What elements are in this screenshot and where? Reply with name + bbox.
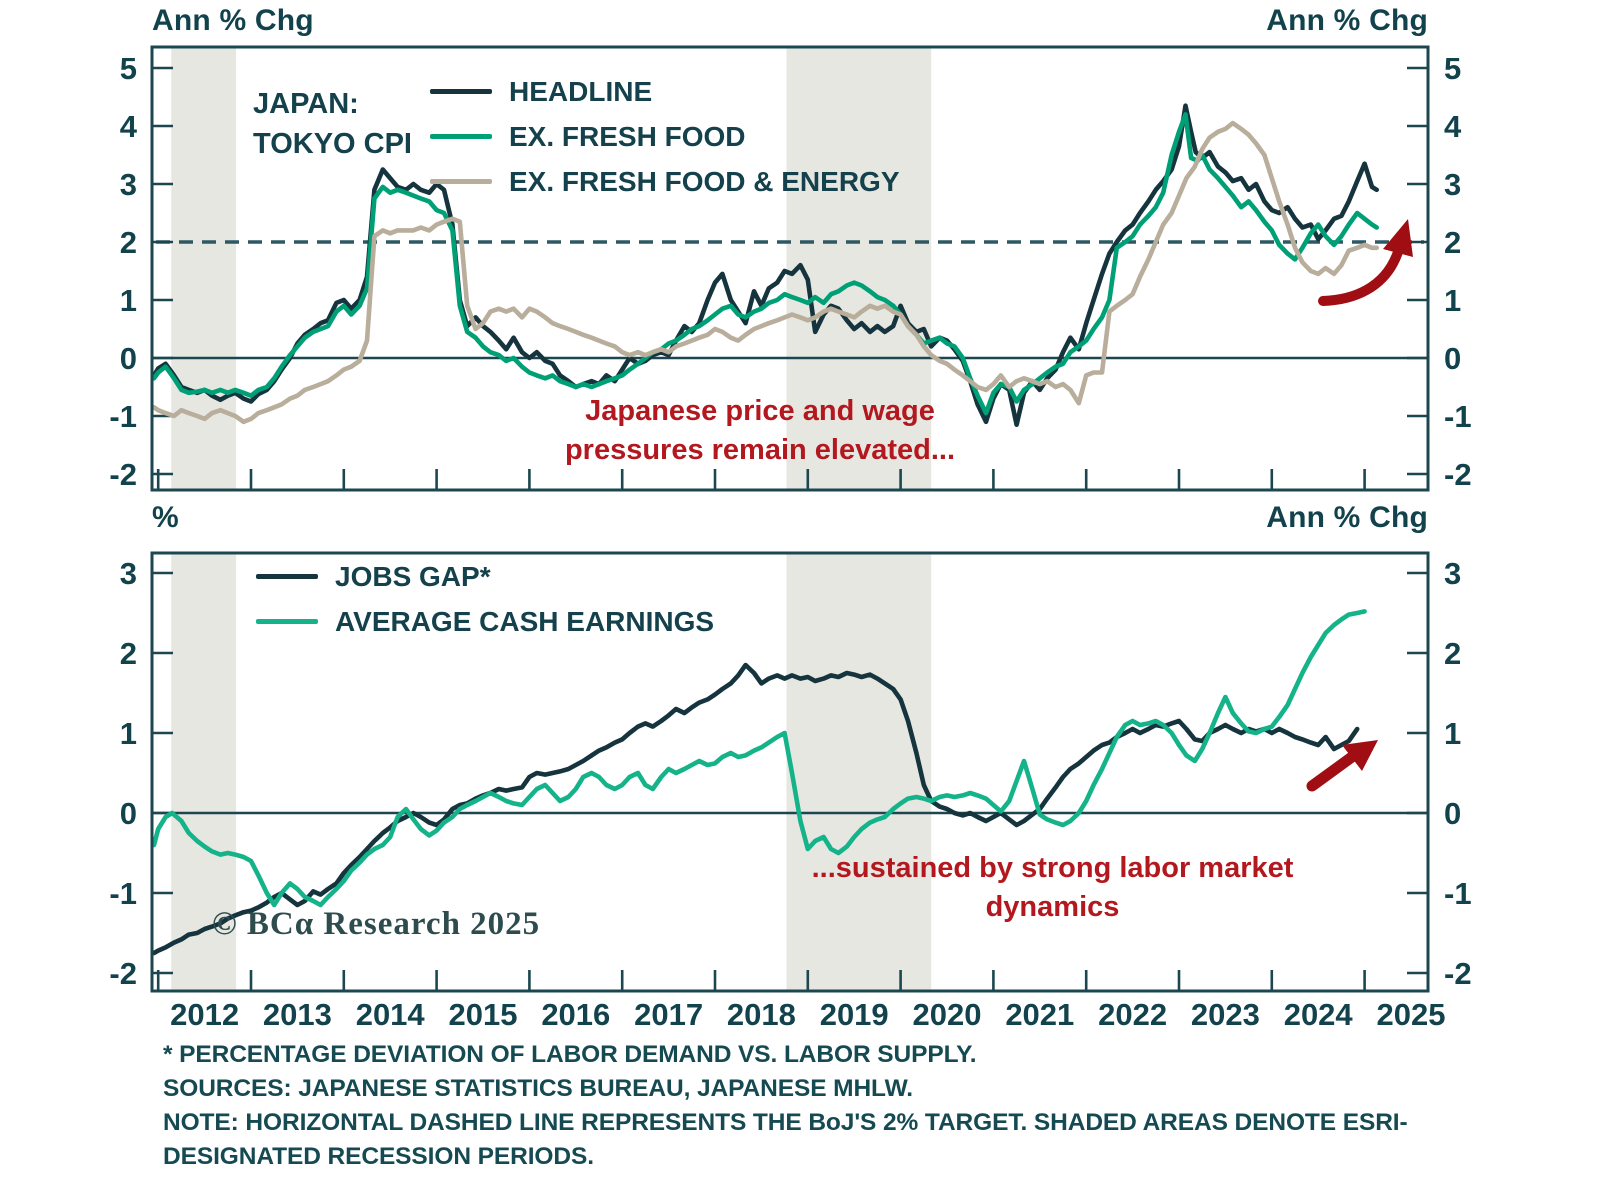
y-axis-tick-label: -2 [109, 457, 137, 492]
y-axis-tick-label: 3 [1444, 556, 1461, 591]
x-axis-year-label: 2024 [1284, 997, 1354, 1032]
footnotes: * PERCENTAGE DEVIATION OF LABOR DEMAND V… [163, 1038, 1513, 1174]
y-axis-tick-label: 3 [120, 556, 137, 591]
upturn-curved-arrow-head [1383, 219, 1413, 257]
series-line-ex-fresh-food-energy [151, 120, 1379, 425]
recession-band [786, 554, 932, 990]
y-axis-tick-label: 5 [120, 51, 137, 86]
y-axis-tick-label: 4 [1444, 109, 1462, 144]
y-axis-tick-label: 2 [120, 636, 137, 671]
average-cash-earnings-line-swatch [256, 619, 318, 624]
series-line-average-cash-earnings [151, 609, 1367, 908]
bca-research-watermark: © BCα Research 2025 [212, 906, 541, 942]
top-panel-left-axis-unit: Ann % Chg [152, 4, 314, 37]
x-axis-year-label: 2021 [1005, 997, 1074, 1032]
x-axis-year-label: 2023 [1191, 997, 1260, 1032]
panel-border [150, 45, 1430, 492]
panel-border [150, 551, 1430, 993]
x-axis-year-label: 2012 [170, 997, 239, 1032]
y-axis-tick-label: -2 [109, 956, 137, 991]
y-axis-tick-label: 2 [1444, 636, 1461, 671]
legend-item-ex-fresh-food-energy: EX. FRESH FOOD & ENERGY [430, 159, 900, 204]
x-axis-year-label: 2020 [913, 997, 982, 1032]
legend-item-ex-fresh-food: EX. FRESH FOOD [430, 114, 900, 159]
x-axis-year-label: 2016 [541, 997, 610, 1032]
y-axis-tick-label: 1 [1444, 716, 1461, 751]
y-axis-tick-label: -1 [109, 876, 137, 911]
y-axis-tick-label: 3 [120, 167, 137, 202]
bottom-panel-right-axis-unit: Ann % Chg [1266, 501, 1428, 534]
y-axis-tick-label: 1 [120, 283, 137, 318]
upturn-straight-arrow [1306, 748, 1362, 792]
legend-item-headline: HEADLINE [430, 69, 900, 114]
top-panel-title-line1: JAPAN: [253, 88, 359, 120]
bottom-panel-annotation-line1: ...sustained by strong labor market [811, 852, 1294, 884]
recession-band [171, 48, 237, 489]
top-panel-annotation: Japanese price and wage pressures remain… [440, 392, 1080, 470]
y-axis-tick-label: -1 [1444, 399, 1472, 434]
upturn-straight-arrow-head [1342, 740, 1378, 771]
jobs-gap-line-swatch [256, 574, 318, 579]
footnote-sources: SOURCES: JAPANESE STATISTICS BUREAU, JAP… [163, 1075, 913, 1102]
x-axis-year-label: 2015 [449, 997, 518, 1032]
bottom-panel-left-axis-unit: % [152, 501, 179, 534]
y-axis-tick-label: -2 [1444, 956, 1472, 991]
x-axis-year-label: 2019 [820, 997, 889, 1032]
bottom-panel-annotation-line2: dynamics [985, 891, 1120, 923]
legend-item-average-cash-earnings: AVERAGE CASH EARNINGS [256, 599, 714, 644]
y-axis-tick-label: 3 [1444, 167, 1461, 202]
y-axis-tick-label: 1 [120, 716, 137, 751]
headline-line-swatch [430, 89, 492, 94]
series-line-headline [151, 103, 1379, 428]
y-axis-tick-label: -2 [1444, 457, 1472, 492]
legend-label-headline: HEADLINE [509, 75, 653, 107]
top-panel-right-axis-unit: Ann % Chg [1266, 4, 1428, 37]
y-axis-tick-label: 0 [120, 796, 137, 831]
y-axis-tick-label: 5 [1444, 51, 1461, 86]
bottom-panel-annotation: ...sustained by strong labor market dyna… [800, 849, 1305, 927]
y-axis-tick-label: -1 [109, 399, 137, 434]
legend-label-jobs-gap: JOBS GAP* [335, 560, 491, 592]
y-axis-tick-label: 0 [120, 341, 137, 376]
y-axis-tick-label: -1 [1444, 876, 1472, 911]
footnote-note: NOTE: HORIZONTAL DASHED LINE REPRESENTS … [163, 1109, 1408, 1170]
ex-fresh-food-energy-line-swatch [430, 179, 492, 184]
legend-label-ex-fresh-food: EX. FRESH FOOD [509, 120, 746, 152]
top-panel-title: JAPAN: TOKYO CPI [253, 84, 412, 164]
series-line-jobs-gap [151, 662, 1360, 956]
legend-item-jobs-gap: JOBS GAP* [256, 554, 714, 599]
bottom-panel-legend: JOBS GAP* AVERAGE CASH EARNINGS [256, 554, 714, 644]
y-axis-tick-label: 4 [120, 109, 138, 144]
series-line-ex-fresh-food [151, 112, 1379, 416]
top-panel-legend: HEADLINE EX. FRESH FOOD EX. FRESH FOOD &… [430, 69, 900, 204]
y-axis-tick-label: 2 [1444, 225, 1461, 260]
top-panel-title-line2: TOKYO CPI [253, 128, 412, 160]
recession-band [786, 48, 932, 489]
x-axis-year-label: 2022 [1098, 997, 1167, 1032]
x-axis-year-label: 2025 [1377, 997, 1446, 1032]
footnote-jobs-gap-definition: * PERCENTAGE DEVIATION OF LABOR DEMAND V… [163, 1041, 977, 1068]
y-axis-tick-label: 0 [1444, 796, 1461, 831]
x-axis-year-label: 2017 [634, 997, 703, 1032]
y-axis-tick-label: 0 [1444, 341, 1461, 376]
ex-fresh-food-line-swatch [430, 134, 492, 139]
legend-label-ex-fresh-food-energy: EX. FRESH FOOD & ENERGY [509, 165, 900, 197]
y-axis-tick-label: 1 [1444, 283, 1461, 318]
top-panel-annotation-line2: pressures remain elevated... [564, 434, 956, 466]
x-axis-year-label: 2014 [356, 997, 426, 1032]
upturn-curved-arrow [1318, 247, 1403, 306]
top-panel-annotation-line1: Japanese price and wage [585, 395, 935, 427]
legend-label-average-cash-earnings: AVERAGE CASH EARNINGS [335, 605, 715, 637]
y-axis-tick-label: 2 [120, 225, 137, 260]
recession-band [171, 554, 237, 990]
x-axis-year-label: 2018 [727, 997, 796, 1032]
x-axis-year-label: 2013 [263, 997, 332, 1032]
